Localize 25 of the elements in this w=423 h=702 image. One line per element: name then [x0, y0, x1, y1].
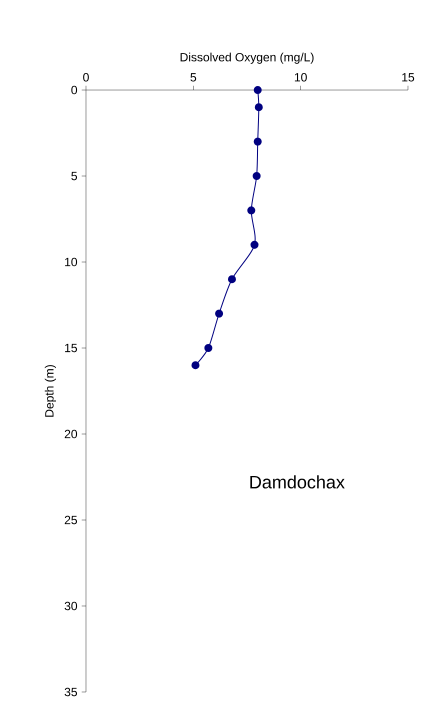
- y-axis-title: Depth (m): [44, 365, 56, 417]
- point: [204, 344, 212, 352]
- x-tick-label: 5: [190, 73, 196, 82]
- point: [254, 86, 262, 94]
- x-tick-label: 15: [402, 73, 414, 82]
- y-tick-label: 25: [64, 516, 78, 524]
- point: [247, 206, 256, 214]
- point: [254, 138, 262, 146]
- point: [250, 240, 259, 249]
- y-tick-label: 30: [64, 602, 78, 610]
- point: [228, 275, 236, 284]
- y-tick-label: 5: [71, 172, 78, 180]
- annotation: Damdochax: [250, 475, 345, 489]
- y-tick-label: 35: [64, 688, 78, 696]
- y-tick-label: 20: [64, 430, 78, 438]
- y-tick-label: 10: [65, 258, 78, 266]
- point: [215, 310, 224, 318]
- point: [252, 172, 261, 180]
- x-tick-label: 10: [294, 73, 307, 82]
- x-axis-title: Dissolved Oxygen (mg/L): [180, 52, 314, 64]
- y-tick-label: 0: [71, 86, 78, 94]
- x-tick-label: 0: [83, 73, 89, 82]
- y-tick-label: 15: [65, 344, 78, 352]
- point: [191, 361, 200, 370]
- point: [254, 103, 263, 112]
